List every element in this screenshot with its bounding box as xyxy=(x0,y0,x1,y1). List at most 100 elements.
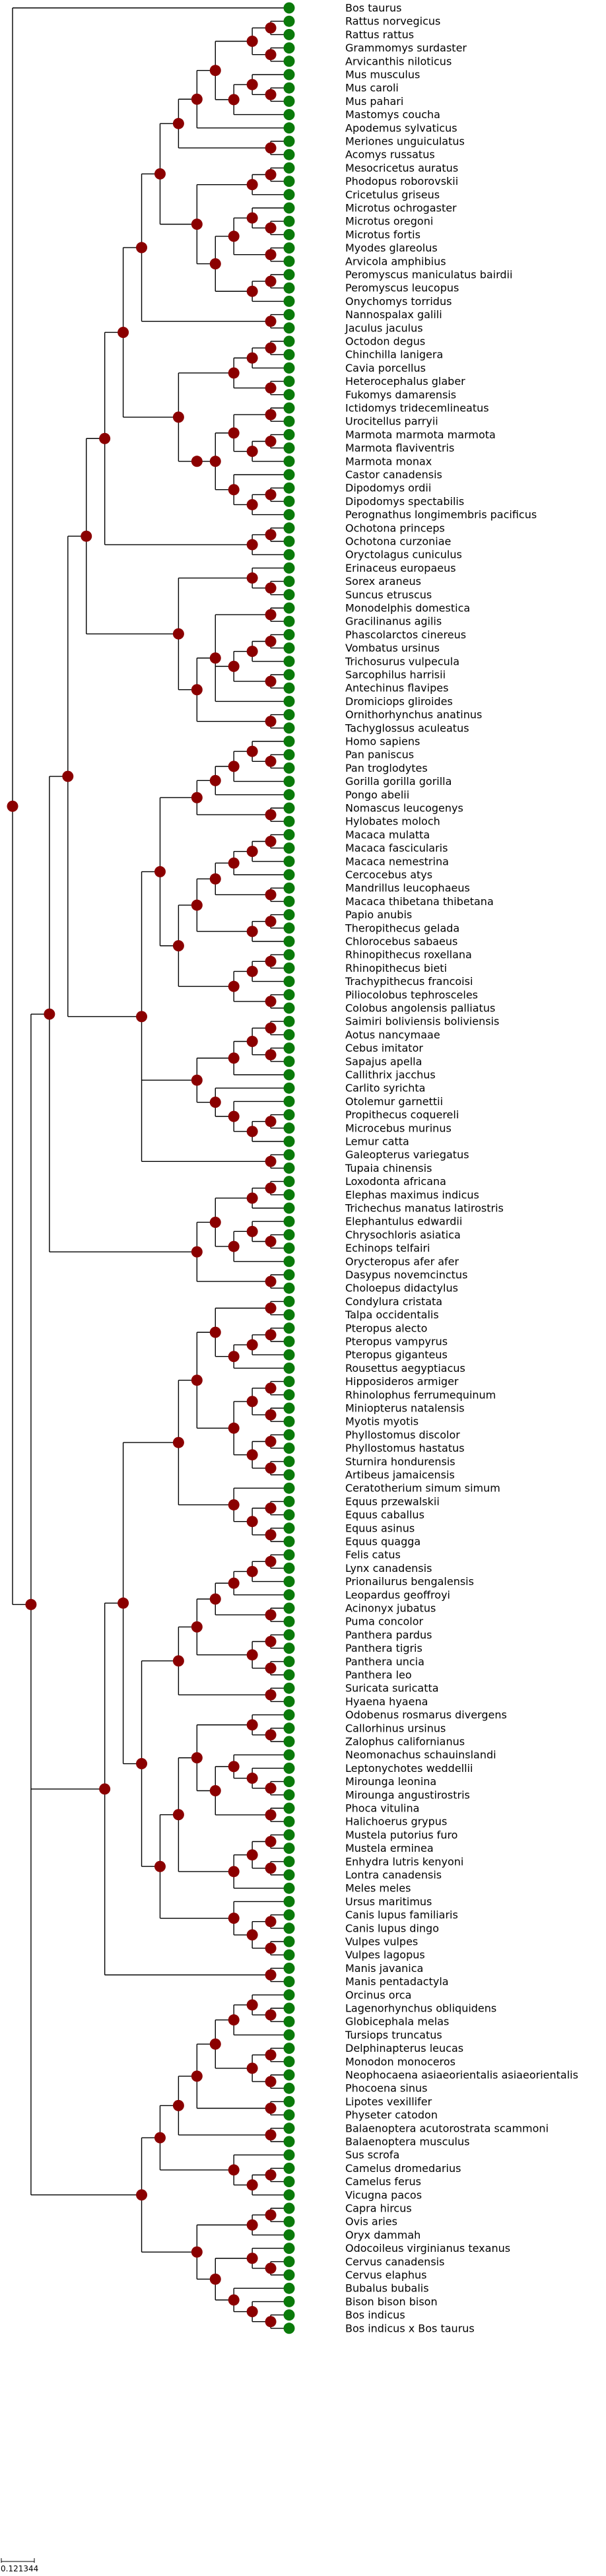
leaf-node xyxy=(283,2282,295,2294)
leaf-node xyxy=(283,1843,295,1854)
leaf-node xyxy=(283,1309,295,1321)
leaf-label: Cervus elaphus xyxy=(345,2269,427,2282)
leaf-node xyxy=(283,1456,295,1468)
leaf-node xyxy=(283,82,295,94)
internal-node xyxy=(246,1719,258,1731)
leaf-label: Orcinus orca xyxy=(345,1988,411,2001)
internal-node xyxy=(265,2209,277,2221)
leaf-node xyxy=(283,509,295,521)
leaf-label: Bos indicus x Bos taurus xyxy=(345,2322,475,2334)
internal-node xyxy=(44,1008,55,1020)
internal-node xyxy=(246,1849,258,1861)
leaf-node xyxy=(283,269,295,281)
leaf-node xyxy=(283,2309,295,2321)
leaf-label: Mandrillus leucophaeus xyxy=(345,882,470,895)
internal-node xyxy=(172,2099,184,2111)
leaf-label: Callorhinus ursinus xyxy=(345,1722,446,1734)
leaf-node xyxy=(283,1562,295,1574)
internal-node xyxy=(62,770,74,782)
leaf-node xyxy=(283,1282,295,1294)
leaf-label: Mustela putorius furo xyxy=(345,1829,457,1841)
leaf-label: Ictidomys tridecemlineatus xyxy=(345,402,489,415)
internal-node xyxy=(265,275,277,287)
leaf-label: Dipodomys ordii xyxy=(345,482,431,494)
leaf-node xyxy=(283,1762,295,1774)
leaf-node xyxy=(283,1442,295,1454)
leaf-node xyxy=(283,2002,295,2014)
leaf-node xyxy=(283,495,295,507)
internal-node xyxy=(228,1351,240,1363)
leaf-label: Propithecus coquereli xyxy=(345,1108,459,1121)
leaf-label: Sarcophilus harrisii xyxy=(345,669,446,681)
leaf-label: Cercocebus atys xyxy=(345,869,432,881)
leaf-label: Bubalus bubalis xyxy=(345,2282,429,2295)
leaf-node xyxy=(283,1962,295,1974)
leaf-node xyxy=(283,1095,295,1107)
leaf-label: Meriones unguiculatus xyxy=(345,135,465,148)
leaf-node xyxy=(283,1336,295,1347)
leaf-label: Vulpes vulpes xyxy=(345,1936,418,1948)
leaf-label: Phyllostomus hastatus xyxy=(345,1442,465,1454)
leaf-node xyxy=(283,1509,295,1521)
leaf-node xyxy=(283,1576,295,1588)
internal-node xyxy=(265,609,277,621)
leaf-node xyxy=(283,922,295,934)
internal-node xyxy=(246,572,258,584)
leaf-label: Ursus maritimus xyxy=(345,1895,432,1908)
internal-node xyxy=(228,1110,240,1122)
internal-node xyxy=(246,1565,258,1577)
scale-bar: 0.121344 xyxy=(1,2558,38,2573)
leaf-label: Carlito syrichta xyxy=(345,1082,425,1095)
internal-node xyxy=(209,1593,221,1605)
leaf-label: Macaca mulatta xyxy=(345,829,430,841)
internal-node xyxy=(265,1555,277,1567)
internal-node xyxy=(209,65,221,77)
internal-node xyxy=(228,761,240,772)
leaf-label: Elephantulus edwardii xyxy=(345,1215,462,1228)
leaf-label: Myodes glareolus xyxy=(345,242,438,254)
internal-node xyxy=(265,582,277,594)
leaf-node xyxy=(283,122,295,134)
leaf-label: Trichosurus vulpecula xyxy=(345,655,459,667)
leaf-node xyxy=(283,255,295,267)
leaf-label: Lemur catta xyxy=(345,1135,409,1148)
leaf-label: Neomonachus schauinslandi xyxy=(345,1749,496,1761)
internal-node xyxy=(265,1529,277,1541)
leaf-label: Mustela erminea xyxy=(345,1842,434,1854)
internal-node xyxy=(172,628,184,640)
leaf-label: Tachyglossus aculeatus xyxy=(345,722,469,734)
leaf-label: Neophocaena asiaeorientalis asiaeorienta… xyxy=(345,2069,578,2082)
internal-node xyxy=(191,2070,203,2082)
leaf-label: Camelus dromedarius xyxy=(345,2162,461,2175)
internal-node xyxy=(265,889,277,900)
leaf-label: Bos indicus xyxy=(345,2309,405,2321)
leaf-label: Enhydra lutris kenyoni xyxy=(345,1855,463,1868)
internal-node xyxy=(265,2076,277,2087)
leaf-node xyxy=(283,2043,295,2054)
leaf-label: Odocoileus virginianus texanus xyxy=(345,2242,510,2254)
leaf-node xyxy=(283,1589,295,1601)
leaf-node xyxy=(283,1789,295,1801)
internal-node xyxy=(265,1022,277,1034)
leaf-node xyxy=(283,1749,295,1761)
leaf-label: Panthera pardus xyxy=(345,1629,432,1641)
leaf-node xyxy=(283,456,295,467)
leaf-label: Phascolarctos cinereus xyxy=(345,628,466,641)
leaf-node xyxy=(283,1135,295,1147)
leaf-node xyxy=(283,1109,295,1121)
leaf-label: Pteropus alecto xyxy=(345,1322,427,1334)
leaf-node xyxy=(283,2109,295,2121)
leaf-label: Odobenus rosmarus divergens xyxy=(345,1709,507,1721)
leaf-label: Mirounga leonina xyxy=(345,1775,436,1788)
leaf-node xyxy=(283,15,295,27)
leaf-label: Felis catus xyxy=(345,1549,401,1561)
internal-node xyxy=(265,1303,277,1314)
internal-node xyxy=(265,1503,277,1514)
leaf-node xyxy=(283,1322,295,1334)
leaf-label: Camelus ferus xyxy=(345,2175,421,2188)
leaf-node xyxy=(283,602,295,614)
leaf-label: Mirounga angustirostris xyxy=(345,1788,470,1801)
leaf-node xyxy=(283,402,295,414)
leaf-label: Cervus canadensis xyxy=(345,2255,444,2268)
